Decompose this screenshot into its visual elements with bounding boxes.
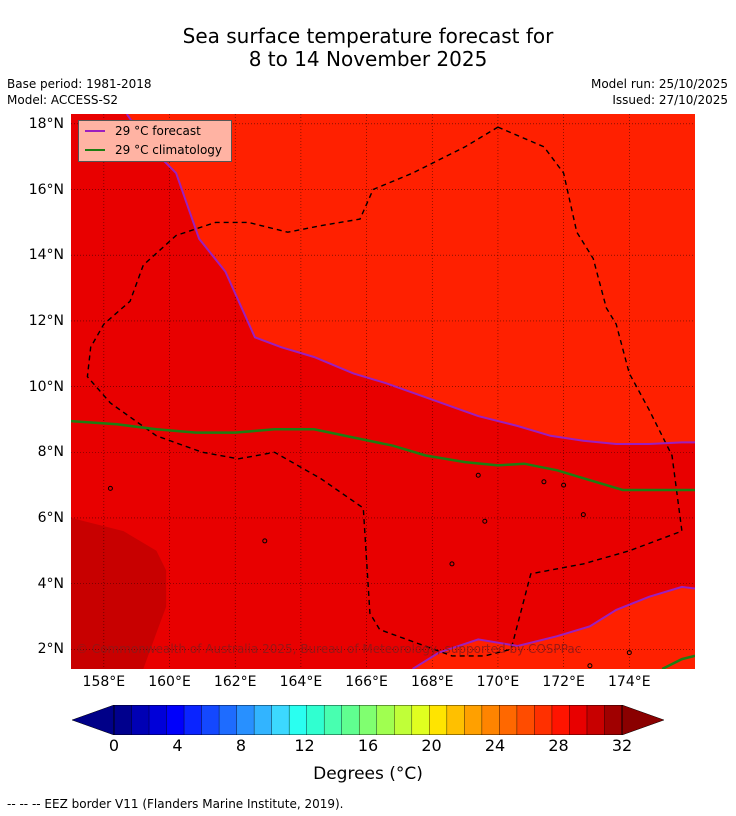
colorbar-segment-2 — [149, 705, 167, 735]
eez-border — [86, 126, 683, 657]
map-legend: 29 °C forecast 29 °C climatology — [78, 120, 232, 162]
island-8 — [482, 518, 488, 524]
colorbar-segment-11 — [306, 705, 325, 735]
legend-label-forecast: 29 °C forecast — [115, 124, 201, 138]
climatology-line-swatch — [85, 149, 105, 151]
lat-tick-18: 18°N — [28, 115, 64, 132]
colorbar-segment-1 — [131, 705, 150, 735]
colorbar-segment-21 — [481, 705, 500, 735]
map-title-line-1: Sea surface temperature forecast for — [182, 24, 554, 48]
colorbar-tick-12: 12 — [294, 736, 315, 755]
colorbar-segment-0 — [114, 705, 132, 735]
forecast-line-swatch — [85, 130, 105, 132]
map-title-line-2: 8 to 14 November 2025 — [248, 47, 488, 71]
lat-tick-6: 6°N — [37, 509, 64, 526]
island-6 — [626, 650, 632, 656]
colorbar-segment-16 — [394, 705, 413, 735]
colorbar-tick-32: 32 — [611, 736, 633, 755]
lon-tick-164: 164°E — [279, 674, 323, 690]
colorbar-segment-27 — [586, 705, 605, 735]
colorbar-segment-3 — [166, 705, 185, 735]
colorbar-frame — [113, 705, 623, 735]
lon-tick-170: 170°E — [476, 674, 520, 690]
island-0 — [107, 485, 113, 491]
colorbar-segment-10 — [289, 705, 307, 735]
island-5 — [587, 663, 593, 669]
lon-tick-162: 162°E — [213, 674, 257, 690]
colorbar-segment-5 — [201, 705, 220, 735]
eez-footnote: -- -- -- EEZ border V11 (Flanders Marine… — [7, 797, 344, 811]
issued-text: Issued: 27/10/2025 — [612, 93, 728, 107]
lat-tick-4: 4°N — [37, 575, 64, 592]
colorbar-segment-9 — [271, 705, 290, 735]
lon-tick-168: 168°E — [410, 674, 454, 690]
colorbar-tick-24: 24 — [484, 736, 506, 755]
colorbar-segment-18 — [429, 705, 448, 735]
sst-band-28c — [71, 517, 167, 669]
sst-band-29c — [71, 114, 695, 669]
colorbar-segment-12 — [324, 705, 343, 735]
lon-tick-160: 160°E — [148, 674, 191, 690]
colorbar-segment-14 — [359, 705, 378, 735]
model-run-text: Model run: 25/10/2025 — [590, 77, 728, 91]
colorbar-over-arrow — [621, 705, 664, 735]
temperature-colorbar — [72, 705, 664, 735]
colorbar-segment-7 — [236, 705, 255, 735]
island-1 — [262, 538, 268, 544]
colorbar-segment-22 — [499, 705, 518, 735]
island-9 — [580, 512, 586, 518]
model-text: Model: ACCESS-S2 — [7, 93, 119, 107]
lat-tick-16: 16°N — [28, 181, 64, 198]
colorbar-segment-24 — [534, 705, 553, 735]
colorbar-tick-28: 28 — [548, 736, 569, 755]
climatology-29c-line — [71, 419, 695, 492]
lat-tick-14: 14°N — [28, 247, 64, 264]
colorbar-tick-0: 0 — [108, 736, 120, 755]
island-2 — [475, 472, 481, 478]
colorbar-tick-8: 8 — [235, 736, 247, 755]
colorbar-under-arrow — [72, 705, 115, 735]
lat-tick-10: 10°N — [28, 378, 64, 395]
lat-tick-2: 2°N — [37, 641, 64, 658]
colorbar-segment-26 — [569, 705, 588, 735]
colorbar-segment-28 — [604, 705, 623, 735]
lat-tick-12: 12°N — [28, 312, 64, 329]
island-3 — [541, 479, 547, 485]
legend-label-climatology: 29 °C climatology — [115, 143, 223, 157]
colorbar-segment-6 — [219, 705, 237, 735]
island-4 — [561, 482, 567, 488]
colorbar-segment-4 — [184, 705, 202, 735]
copyright-notice: © Commonwealth of Australia 2025, Bureau… — [76, 642, 582, 656]
colorbar-tick-20: 20 — [421, 736, 442, 755]
sst-map — [71, 114, 695, 669]
colorbar-tick-4: 4 — [172, 736, 183, 755]
colorbar-segment-15 — [376, 705, 395, 735]
forecast-29c-line-south — [412, 585, 695, 669]
lon-tick-158: 158°E — [82, 674, 126, 690]
colorbar-segment-25 — [551, 705, 570, 735]
climatology-29c-line-southeast — [661, 654, 695, 669]
colorbar-segment-17 — [411, 705, 430, 735]
lon-tick-174: 174°E — [608, 674, 651, 690]
lat-tick-8: 8°N — [37, 444, 64, 461]
base-period-text: Base period: 1981-2018 — [7, 77, 152, 91]
colorbar-tick-16: 16 — [357, 736, 379, 755]
forecast-29c-line-north — [125, 114, 695, 445]
colorbar-title: Degrees (°C) — [313, 764, 423, 784]
colorbar-segment-8 — [254, 705, 272, 735]
colorbar-segment-23 — [516, 705, 535, 735]
lon-tick-172: 172°E — [542, 674, 585, 690]
colorbar-segment-13 — [341, 705, 360, 735]
colorbar-segment-19 — [446, 705, 465, 735]
lon-tick-166: 166°E — [345, 674, 388, 690]
colorbar-segment-20 — [464, 705, 483, 735]
island-7 — [449, 561, 455, 567]
